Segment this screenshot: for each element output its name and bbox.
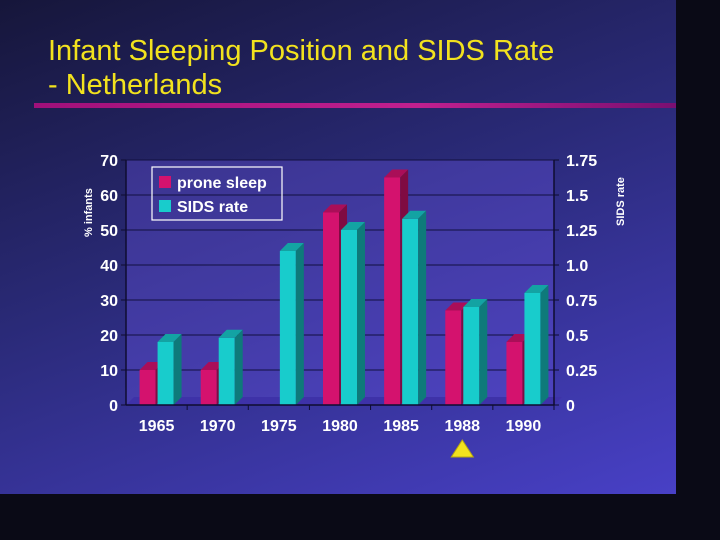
left-axis-label: % infants bbox=[83, 188, 95, 237]
right-tick-label: 1.0 bbox=[566, 258, 588, 275]
bar bbox=[341, 222, 365, 405]
x-axis: 1965 1970 1975 1980 1985 1988 1990 bbox=[126, 404, 555, 435]
legend-label: SIDS rate bbox=[177, 199, 248, 216]
slide-title-line-2: - Netherlands bbox=[48, 69, 223, 101]
bar-front bbox=[445, 310, 462, 405]
slide-bottom-edge bbox=[0, 494, 720, 540]
right-axis: 0 0.25 0.5 0.75 1.0 1.25 1.5 1.75 bbox=[553, 153, 597, 415]
x-tick-label: 1965 bbox=[139, 418, 175, 435]
triangle-marker bbox=[450, 439, 475, 458]
slide-edge bbox=[676, 0, 720, 540]
bar bbox=[218, 329, 243, 405]
bars-group bbox=[139, 169, 549, 405]
bar-front bbox=[139, 370, 156, 405]
x-tick-label: 1975 bbox=[261, 418, 297, 435]
legend: prone sleep SIDS rate bbox=[151, 166, 283, 221]
bar-front bbox=[323, 212, 339, 405]
bar-side bbox=[234, 329, 243, 405]
bar-side bbox=[418, 210, 427, 405]
left-tick-label: 40 bbox=[100, 258, 118, 275]
bar-front bbox=[384, 177, 401, 405]
bar-front bbox=[524, 293, 541, 405]
bar-front bbox=[218, 337, 235, 405]
legend-box bbox=[151, 166, 283, 221]
left-tick-label: 20 bbox=[100, 328, 118, 345]
left-tick-label: 10 bbox=[100, 363, 118, 380]
right-tick-label: 1.5 bbox=[566, 188, 588, 205]
bar-front bbox=[463, 307, 480, 405]
bar bbox=[279, 243, 304, 405]
bar bbox=[463, 299, 488, 405]
bar-front bbox=[157, 342, 174, 405]
bar bbox=[402, 210, 427, 405]
bar-front bbox=[506, 342, 523, 405]
right-tick-label: 0.5 bbox=[566, 328, 588, 345]
right-tick-label: 0.25 bbox=[566, 363, 597, 380]
right-tick-label: 0.75 bbox=[566, 293, 597, 310]
right-tick-label: 1.75 bbox=[566, 153, 597, 170]
bar bbox=[524, 285, 549, 405]
bar-front bbox=[279, 251, 296, 405]
left-axis: 0 10 20 30 40 50 60 70 bbox=[100, 153, 127, 415]
x-tick-label: 1970 bbox=[200, 418, 236, 435]
bar-side bbox=[357, 222, 365, 405]
left-tick-label: 50 bbox=[100, 223, 118, 240]
bar-front bbox=[402, 218, 419, 405]
bar-side bbox=[479, 299, 488, 405]
right-tick-label: 0 bbox=[566, 398, 575, 415]
left-tick-label: 60 bbox=[100, 188, 118, 205]
left-tick-label: 0 bbox=[109, 398, 118, 415]
left-tick-label: 30 bbox=[100, 293, 118, 310]
x-tick-label: 1988 bbox=[444, 418, 480, 435]
legend-swatch bbox=[159, 176, 171, 188]
title-underline bbox=[34, 103, 676, 108]
bar-side bbox=[295, 243, 304, 405]
bar-front bbox=[341, 230, 357, 405]
x-tick-label: 1990 bbox=[506, 418, 542, 435]
right-tick-label: 1.25 bbox=[566, 223, 597, 240]
legend-swatch bbox=[159, 200, 171, 212]
bar-side bbox=[173, 334, 182, 405]
legend-label: prone sleep bbox=[177, 175, 267, 192]
x-tick-label: 1985 bbox=[383, 418, 419, 435]
slide-title-line-1: Infant Sleeping Position and SIDS Rate bbox=[48, 35, 555, 67]
right-axis-label: SIDS rate bbox=[615, 177, 627, 226]
marker-layer bbox=[450, 439, 475, 458]
x-tick-label: 1980 bbox=[322, 418, 358, 435]
bar bbox=[157, 334, 182, 405]
bar-front bbox=[200, 370, 217, 405]
left-tick-label: 70 bbox=[100, 153, 118, 170]
bar-side bbox=[540, 285, 549, 405]
